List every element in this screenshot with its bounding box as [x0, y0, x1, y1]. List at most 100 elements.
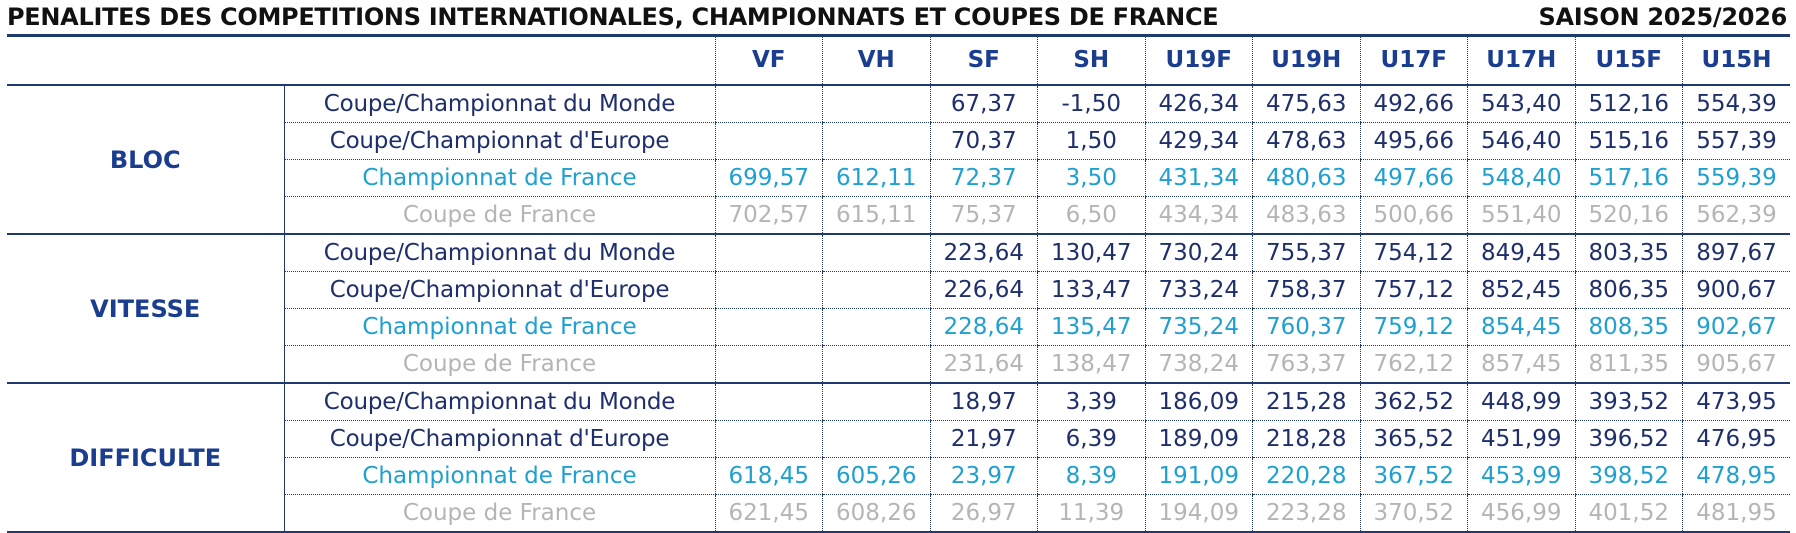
- table-row: Coupe/Championnat d'Europe 21,97 6,39 18…: [7, 420, 1790, 458]
- value-cell: 429,34: [1144, 122, 1253, 160]
- value-cell: 608,26: [822, 494, 930, 533]
- value-cell: 512,16: [1574, 85, 1683, 123]
- competition-label: Coupe/Championnat du Monde: [284, 234, 715, 272]
- competition-label: Championnat de France: [284, 159, 715, 197]
- table-row: Coupe/Championnat d'Europe 70,37 1,50 42…: [7, 122, 1790, 160]
- header-empty-cell: [7, 37, 715, 86]
- value-cell: 138,47: [1037, 345, 1145, 384]
- value-cell: 733,24: [1144, 271, 1253, 309]
- value-cell: 495,66: [1359, 122, 1468, 160]
- value-cell: 758,37: [1252, 271, 1360, 309]
- value-cell: 905,67: [1682, 345, 1790, 384]
- value-cell: 543,40: [1467, 85, 1575, 123]
- value-cell: 806,35: [1574, 271, 1683, 309]
- column-header: VH: [822, 37, 930, 86]
- column-header: U17F: [1359, 37, 1468, 86]
- value-cell: 500,66: [1359, 196, 1468, 235]
- section-difficulte: DIFFICULTE Coupe/Championnat du Monde 18…: [7, 383, 1790, 533]
- column-header: U17H: [1467, 37, 1575, 86]
- value-cell: 226,64: [929, 271, 1038, 309]
- value-cell: 517,16: [1574, 159, 1683, 197]
- value-cell: 426,34: [1144, 85, 1253, 123]
- value-cell: 763,37: [1252, 345, 1360, 384]
- value-cell: 808,35: [1574, 308, 1683, 346]
- value-cell: [714, 85, 823, 123]
- value-cell: 215,28: [1252, 383, 1360, 421]
- value-cell: 803,35: [1574, 234, 1683, 272]
- value-cell: 557,39: [1682, 122, 1790, 160]
- value-cell: 431,34: [1144, 159, 1253, 197]
- table-row: Coupe de France 231,64 138,47 738,24 763…: [7, 345, 1790, 384]
- value-cell: [822, 308, 930, 346]
- value-cell: 11,39: [1037, 494, 1145, 533]
- value-cell: [822, 85, 930, 123]
- section-vitesse: VITESSE Coupe/Championnat du Monde 223,6…: [7, 234, 1790, 384]
- value-cell: 900,67: [1682, 271, 1790, 309]
- value-cell: [714, 345, 823, 384]
- value-cell: [822, 420, 930, 458]
- value-cell: 857,45: [1467, 345, 1575, 384]
- value-cell: 735,24: [1144, 308, 1253, 346]
- value-cell: 854,45: [1467, 308, 1575, 346]
- column-header: U15F: [1574, 37, 1683, 86]
- value-cell: 476,95: [1682, 420, 1790, 458]
- value-cell: 393,52: [1574, 383, 1683, 421]
- table-row: DIFFICULTE Coupe/Championnat du Monde 18…: [7, 383, 1790, 533]
- competition-label: Coupe de France: [284, 345, 715, 384]
- value-cell: 456,99: [1467, 494, 1575, 533]
- competition-label: Coupe de France: [284, 494, 715, 533]
- competition-label: Coupe/Championnat du Monde: [284, 85, 715, 123]
- discipline-label: BLOC: [7, 85, 285, 235]
- value-cell: [714, 122, 823, 160]
- value-cell: 223,64: [929, 234, 1038, 272]
- header-row: VF VH SF SH U19F U19H U17F U17H U15F U15…: [7, 37, 1790, 86]
- value-cell: [822, 122, 930, 160]
- value-cell: 757,12: [1359, 271, 1468, 309]
- value-cell: 554,39: [1682, 85, 1790, 123]
- value-cell: 615,11: [822, 196, 930, 235]
- value-cell: 453,99: [1467, 457, 1575, 495]
- value-cell: 8,39: [1037, 457, 1145, 495]
- column-header: VF: [714, 37, 823, 86]
- competition-label: Coupe/Championnat d'Europe: [284, 271, 715, 309]
- value-cell: 396,52: [1574, 420, 1683, 458]
- value-cell: 362,52: [1359, 383, 1468, 421]
- table-row: Coupe/Championnat d'Europe 226,64 133,47…: [7, 271, 1790, 309]
- value-cell: 189,09: [1144, 420, 1253, 458]
- value-cell: 75,37: [929, 196, 1038, 235]
- table-row: VITESSE Coupe/Championnat du Monde 223,6…: [7, 234, 1790, 384]
- value-cell: 23,97: [929, 457, 1038, 495]
- value-cell: 738,24: [1144, 345, 1253, 384]
- value-cell: 130,47: [1037, 234, 1145, 272]
- value-cell: 6,50: [1037, 196, 1145, 235]
- value-cell: 497,66: [1359, 159, 1468, 197]
- table-row: BLOC Coupe/Championnat du Monde 67,37 -1…: [7, 85, 1790, 235]
- competition-label: Coupe de France: [284, 196, 715, 235]
- value-cell: 365,52: [1359, 420, 1468, 458]
- value-cell: [714, 271, 823, 309]
- column-header: U19F: [1144, 37, 1253, 86]
- value-cell: 515,16: [1574, 122, 1683, 160]
- value-cell: [714, 383, 823, 421]
- section-bloc: BLOC Coupe/Championnat du Monde 67,37 -1…: [7, 85, 1790, 235]
- table-row: Coupe de France 702,57 615,11 75,37 6,50…: [7, 196, 1790, 235]
- value-cell: 762,12: [1359, 345, 1468, 384]
- value-cell: 548,40: [1467, 159, 1575, 197]
- value-cell: 849,45: [1467, 234, 1575, 272]
- value-cell: 755,37: [1252, 234, 1360, 272]
- value-cell: 612,11: [822, 159, 930, 197]
- value-cell: 72,37: [929, 159, 1038, 197]
- value-cell: 370,52: [1359, 494, 1468, 533]
- table-header: VF VH SF SH U19F U19H U17F U17H U15F U15…: [7, 37, 1790, 86]
- value-cell: 3,50: [1037, 159, 1145, 197]
- value-cell: 481,95: [1682, 494, 1790, 533]
- value-cell: 401,52: [1574, 494, 1683, 533]
- value-cell: [714, 308, 823, 346]
- value-cell: 621,45: [714, 494, 823, 533]
- value-cell: 26,97: [929, 494, 1038, 533]
- value-cell: 191,09: [1144, 457, 1253, 495]
- title-bar: PENALITES DES COMPETITIONS INTERNATIONAL…: [0, 0, 1796, 34]
- column-header: SH: [1037, 37, 1145, 86]
- value-cell: 228,64: [929, 308, 1038, 346]
- value-cell: 67,37: [929, 85, 1038, 123]
